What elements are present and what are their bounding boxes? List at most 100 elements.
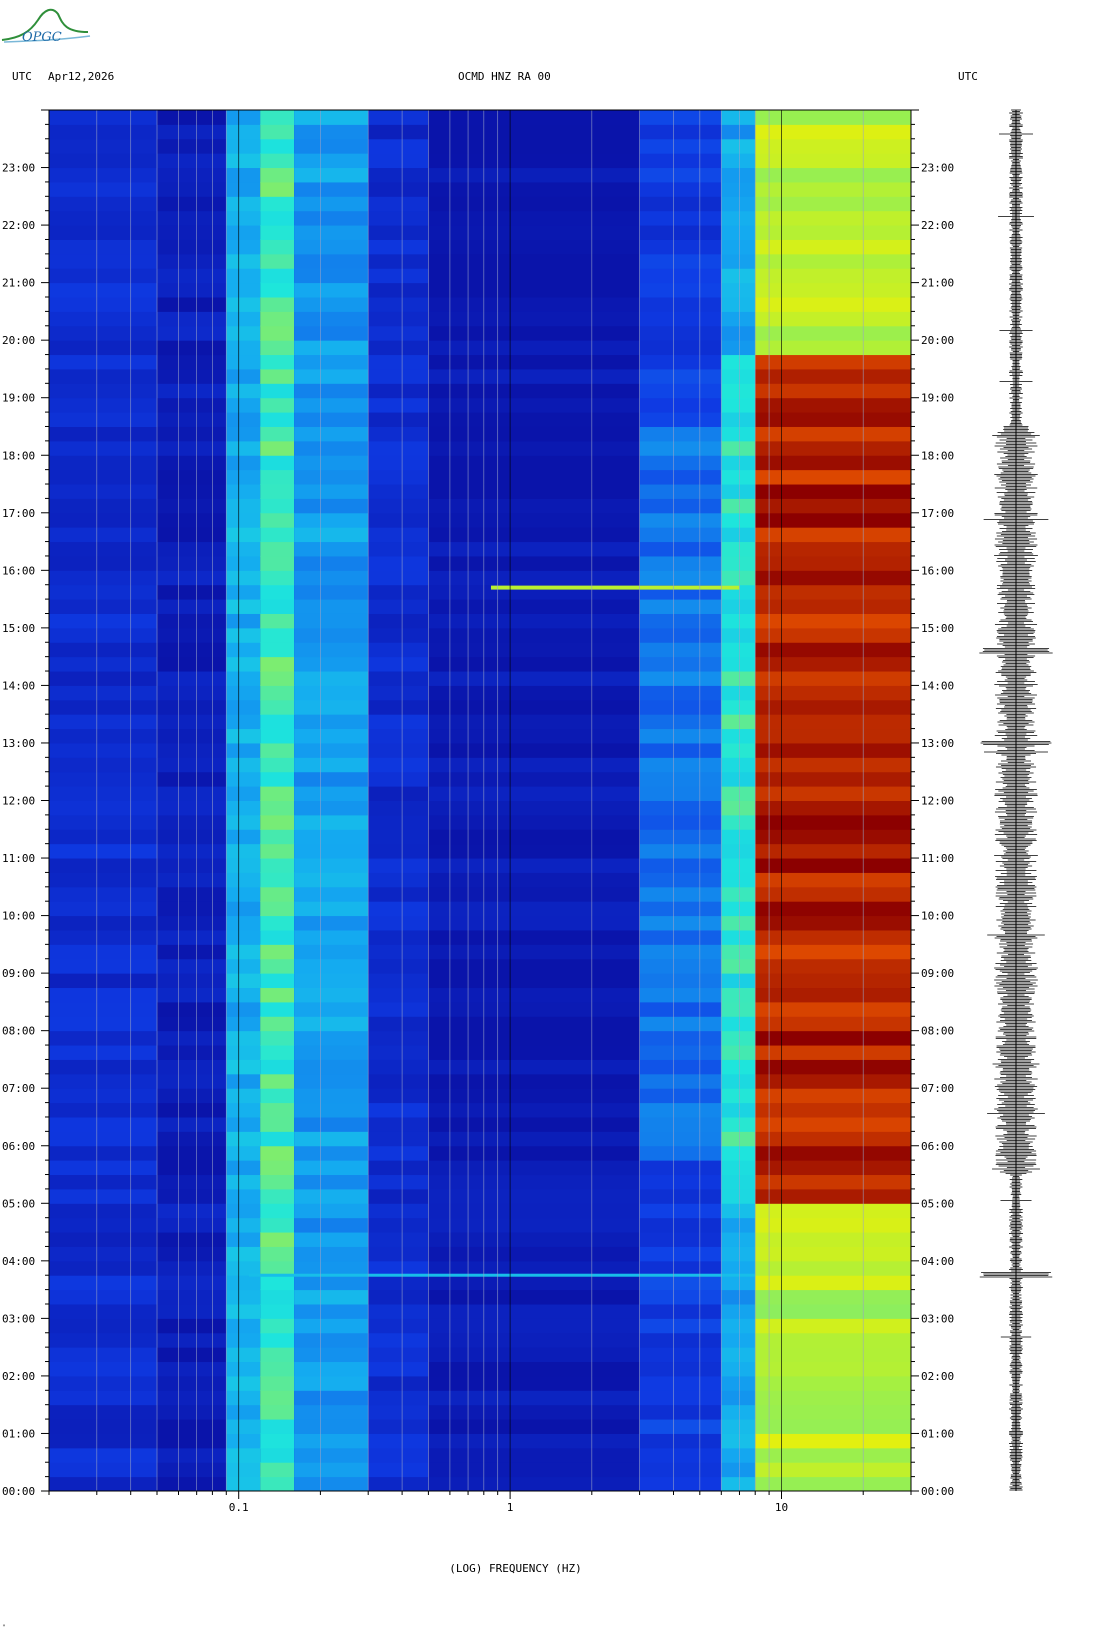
band-cell [226, 757, 261, 773]
band-cell [157, 253, 227, 269]
band-cell [260, 1476, 295, 1491]
y-tick-label-left: 07:00 [2, 1082, 35, 1095]
band-cell [428, 1145, 640, 1161]
band-cell [428, 181, 640, 197]
band-cell [428, 699, 640, 715]
band-cell [755, 1131, 911, 1147]
band-cell [428, 225, 640, 240]
band-cell [755, 1203, 911, 1219]
band-cell [157, 1246, 227, 1262]
y-tick-label-left: 02:00 [2, 1370, 35, 1383]
band-cell [294, 699, 369, 715]
band-cell [157, 1289, 227, 1305]
x-tick-label: 10 [775, 1501, 788, 1514]
band-cell [721, 771, 756, 787]
band-cell [639, 1390, 722, 1406]
band-cell [755, 325, 911, 341]
band-cell [226, 368, 261, 384]
band-cell [157, 1160, 227, 1176]
band-cell [157, 1217, 227, 1233]
band-cell [639, 253, 722, 269]
band-cell [294, 1160, 369, 1176]
band-cell [49, 671, 158, 686]
y-tick-label-left: 18:00 [2, 449, 35, 462]
band-cell [294, 354, 369, 370]
band-cell [639, 944, 722, 960]
band-cell [639, 1419, 722, 1434]
band-cell [49, 1174, 158, 1190]
band-cell [428, 1447, 640, 1463]
band-cell [428, 1001, 640, 1017]
band-cell [260, 1045, 295, 1060]
band-cell [755, 340, 911, 356]
band-cell [260, 210, 295, 226]
band-cell [721, 153, 756, 169]
band-cell [49, 1203, 158, 1219]
band-cell [721, 944, 756, 960]
band-cell [755, 1404, 911, 1420]
band-cell [639, 1332, 722, 1348]
band-cell [428, 1347, 640, 1363]
band-cell [755, 1246, 911, 1262]
y-tick-label-left: 00:00 [2, 1485, 35, 1498]
band-cell [755, 771, 911, 787]
band-cell [639, 397, 722, 413]
band-cell [294, 1217, 369, 1233]
band-cell [721, 829, 756, 845]
band-cell [260, 1246, 295, 1262]
band-cell [226, 124, 261, 140]
y-tick-label-left: 23:00 [2, 162, 35, 175]
band-cell [294, 786, 369, 801]
band-cell [49, 1145, 158, 1161]
band-cell [294, 1030, 369, 1046]
band-cell [428, 153, 640, 169]
band-cell [639, 1016, 722, 1032]
band-cell [294, 469, 369, 485]
band-cell [721, 987, 756, 1003]
band-cell [260, 368, 295, 384]
band-cell [226, 484, 261, 499]
band-cell [49, 181, 158, 197]
band-cell [294, 440, 369, 456]
band-cell [721, 555, 756, 571]
y-tick-label-right: 15:00 [921, 622, 954, 635]
band-cell [226, 181, 261, 197]
band-cell [294, 915, 369, 931]
band-cell [755, 412, 911, 427]
band-cell [226, 153, 261, 169]
band-cell [368, 1059, 429, 1075]
band-cell [294, 297, 369, 312]
band-cell [755, 210, 911, 226]
band-cell [294, 527, 369, 543]
band-cell [639, 527, 722, 543]
band-cell [226, 311, 261, 327]
band-cell [49, 1016, 158, 1032]
band-cell [157, 440, 227, 456]
band-cell [428, 915, 640, 931]
band-cell [294, 225, 369, 240]
band-cell [49, 325, 158, 341]
band-cell [428, 671, 640, 686]
band-cell [294, 944, 369, 960]
band-cell [368, 512, 429, 528]
band-cell [721, 1332, 756, 1348]
band-cell [639, 973, 722, 989]
band-cell [157, 987, 227, 1003]
band-cell [428, 973, 640, 989]
band-cell [49, 642, 158, 658]
band-cell [428, 1332, 640, 1348]
band-cell [157, 1476, 227, 1491]
band-cell [428, 110, 640, 125]
band-cell [49, 1188, 158, 1204]
band-cell [428, 1289, 640, 1305]
band-cell [368, 340, 429, 356]
band-cell [368, 1447, 429, 1463]
band-cell [294, 771, 369, 787]
band-cell [721, 886, 756, 902]
band-cell [260, 498, 295, 514]
band-cell [639, 354, 722, 370]
band-cell [368, 829, 429, 845]
band-cell [368, 1102, 429, 1118]
band-cell [755, 297, 911, 312]
band-cell [368, 297, 429, 312]
